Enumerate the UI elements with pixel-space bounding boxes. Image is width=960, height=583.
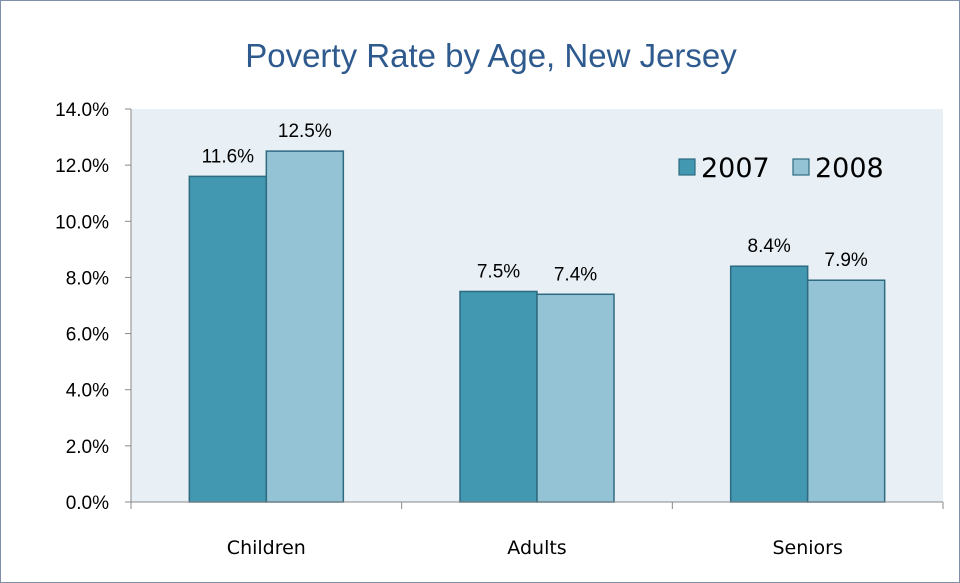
bar-2007-adults — [459, 290, 538, 503]
legend-label-2007: 2007 — [701, 153, 770, 184]
bars — [188, 150, 886, 503]
data-labels: 11.6% 12.5% 7.5% 7.4% 8.4% 7.9% — [202, 121, 868, 285]
chart-title: Poverty Rate by Age, New Jersey — [245, 37, 737, 74]
y-tick-label: 2.0% — [66, 437, 109, 458]
bar-2008-children — [265, 150, 345, 503]
data-label: 11.6% — [202, 146, 255, 167]
legend-swatch-2008 — [792, 158, 810, 176]
x-tick-label: Children — [227, 537, 306, 559]
y-tick-label: 0.0% — [66, 493, 109, 514]
y-axis: 0.0% 2.0% 4.0% 6.0% 8.0% 10.0% 12.0% 14.0% — [55, 100, 132, 514]
x-tick-label: Seniors — [772, 537, 842, 559]
bar-2007-seniors — [729, 265, 809, 503]
data-label: 7.4% — [554, 264, 597, 285]
y-tick-label: 14.0% — [55, 100, 109, 121]
data-label: 7.5% — [477, 261, 520, 282]
legend: 2007 2008 — [678, 153, 884, 184]
legend-label-2008: 2008 — [815, 153, 884, 184]
bar-2007-children — [188, 175, 268, 503]
data-label: 8.4% — [748, 236, 791, 257]
bar-2008-adults — [536, 293, 615, 503]
legend-swatch-2007 — [678, 158, 696, 176]
x-axis: Children Adults Seniors — [130, 501, 944, 559]
data-label: 7.9% — [825, 250, 868, 271]
data-label: 12.5% — [278, 121, 332, 142]
x-tick-label: Adults — [507, 537, 566, 559]
y-tick-label: 12.0% — [55, 156, 109, 177]
y-tick-label: 4.0% — [66, 381, 109, 402]
y-tick-label: 6.0% — [66, 325, 109, 346]
y-tick-label: 8.0% — [66, 268, 109, 289]
y-tick-label: 10.0% — [55, 212, 109, 233]
bar-2008-seniors — [806, 279, 886, 503]
